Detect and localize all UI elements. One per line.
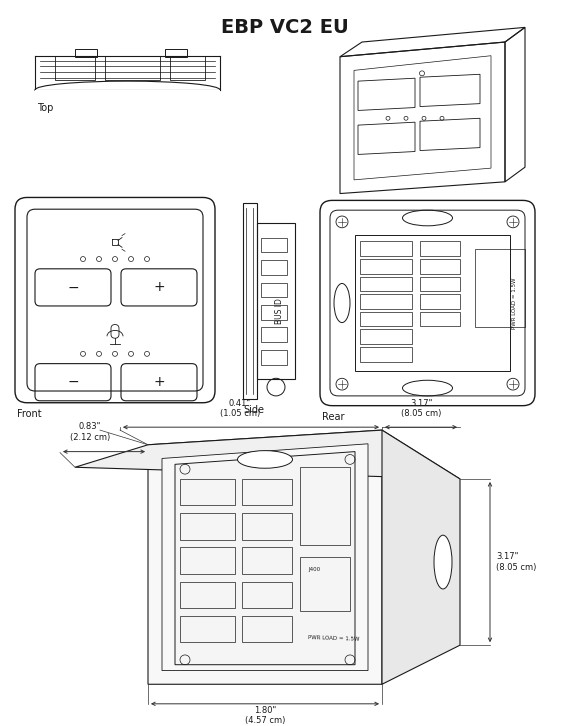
Text: −: − <box>67 280 79 294</box>
Bar <box>242 582 292 608</box>
Polygon shape <box>75 430 460 479</box>
Text: 0.83"
(2.12 cm): 0.83" (2.12 cm) <box>70 423 110 442</box>
Bar <box>180 547 235 574</box>
Text: 1.80"
(4.57 cm): 1.80" (4.57 cm) <box>245 706 285 725</box>
Bar <box>70 90 90 99</box>
Bar <box>242 513 292 539</box>
Bar <box>360 347 412 362</box>
Bar <box>105 56 160 80</box>
Bar <box>300 468 350 545</box>
Bar <box>242 616 292 643</box>
Bar <box>242 479 292 505</box>
Bar <box>360 330 412 344</box>
Bar <box>420 294 460 309</box>
Bar <box>420 242 460 256</box>
Bar <box>420 277 460 291</box>
Text: Front: Front <box>17 409 42 419</box>
Text: Top: Top <box>37 102 54 113</box>
Text: Side: Side <box>243 404 264 415</box>
Bar <box>360 277 412 291</box>
Bar <box>360 259 412 274</box>
Bar <box>360 242 412 256</box>
Bar <box>180 582 235 608</box>
Polygon shape <box>148 430 382 685</box>
Bar <box>420 259 460 274</box>
Bar <box>242 547 292 574</box>
Text: J400: J400 <box>308 567 320 572</box>
Bar <box>355 234 510 372</box>
Bar <box>300 557 350 611</box>
Bar <box>475 249 525 327</box>
Text: +: + <box>153 280 165 294</box>
Bar <box>170 90 190 99</box>
Text: BUS ID: BUS ID <box>275 298 283 324</box>
Bar <box>180 616 235 643</box>
Polygon shape <box>382 430 460 685</box>
Bar <box>261 327 287 342</box>
Text: 3.17"
(8.05 cm): 3.17" (8.05 cm) <box>496 552 536 572</box>
Bar <box>75 49 97 57</box>
Polygon shape <box>162 444 368 671</box>
Bar <box>261 282 287 297</box>
Bar <box>420 312 460 327</box>
Bar <box>261 350 287 364</box>
Text: +: + <box>153 375 165 389</box>
Text: EBP VC2 EU: EBP VC2 EU <box>221 17 349 36</box>
Text: 0.41"
(1.05 cm): 0.41" (1.05 cm) <box>220 399 260 418</box>
Polygon shape <box>175 452 355 665</box>
Bar <box>243 203 257 399</box>
Bar <box>360 294 412 309</box>
Bar <box>170 56 205 80</box>
Ellipse shape <box>434 535 452 589</box>
Text: Rear: Rear <box>322 412 344 422</box>
Bar <box>257 223 295 379</box>
Text: −: − <box>67 375 79 389</box>
Bar <box>55 56 95 80</box>
Text: PWR LOAD = 1.5W: PWR LOAD = 1.5W <box>512 277 518 329</box>
Bar <box>261 237 287 252</box>
Bar <box>165 49 187 57</box>
Bar <box>180 479 235 505</box>
Bar <box>180 513 235 539</box>
Bar <box>35 90 220 102</box>
Text: PWR LOAD = 1.5W: PWR LOAD = 1.5W <box>308 635 360 643</box>
Ellipse shape <box>238 451 292 468</box>
Bar <box>261 305 287 319</box>
Bar <box>360 312 412 327</box>
Bar <box>261 260 287 274</box>
Text: 3.17"
(8.05 cm): 3.17" (8.05 cm) <box>401 399 441 418</box>
